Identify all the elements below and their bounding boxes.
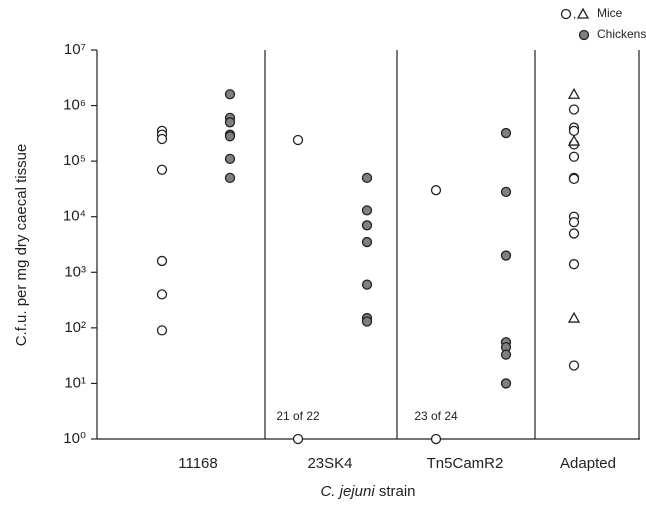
point bbox=[568, 259, 580, 270]
point bbox=[500, 127, 512, 139]
x-axis-title: C. jejuni strain bbox=[320, 483, 415, 500]
x-axis-title-italic: C. jejuni bbox=[320, 483, 375, 500]
point bbox=[430, 433, 442, 445]
point bbox=[568, 228, 580, 239]
x-axis-title-rest: strain bbox=[379, 483, 416, 500]
point bbox=[361, 220, 373, 231]
legend-separator: , bbox=[573, 7, 576, 21]
legend-marker bbox=[576, 7, 590, 19]
point bbox=[156, 255, 168, 267]
y-tick-label: 10² bbox=[64, 319, 86, 336]
y-tick-label: 10⁷ bbox=[64, 41, 86, 58]
point bbox=[568, 216, 580, 228]
point bbox=[156, 133, 168, 145]
legend-label: Mice bbox=[597, 6, 623, 20]
point bbox=[224, 117, 236, 128]
point bbox=[500, 349, 512, 360]
point bbox=[361, 205, 373, 216]
y-tick-label: 10³ bbox=[64, 263, 86, 280]
y-tick-label: 10⁶ bbox=[63, 97, 86, 114]
point bbox=[224, 89, 236, 100]
point bbox=[430, 185, 442, 196]
legend-marker bbox=[578, 29, 590, 41]
y-tick-label: 10¹ bbox=[64, 374, 86, 391]
point bbox=[500, 186, 512, 198]
legend-marker bbox=[560, 8, 572, 20]
point bbox=[224, 172, 236, 184]
point bbox=[156, 289, 168, 300]
point-triangle bbox=[567, 134, 581, 146]
point bbox=[568, 151, 580, 162]
point bbox=[568, 104, 580, 115]
point bbox=[361, 172, 373, 184]
y-tick-label: 10⁴ bbox=[63, 208, 86, 225]
point bbox=[224, 153, 236, 164]
point bbox=[500, 250, 512, 261]
point-triangle bbox=[567, 311, 581, 323]
point bbox=[568, 173, 580, 185]
x-tick-label: Tn5CamR2 bbox=[427, 455, 504, 472]
y-axis-title: C.f.u. per mg dry caecal tissue bbox=[13, 144, 30, 347]
point bbox=[500, 378, 512, 389]
x-tick-label: 11168 bbox=[178, 455, 218, 472]
annotation: 21 of 22 bbox=[276, 409, 320, 423]
point bbox=[156, 164, 168, 175]
x-tick-label: Adapted bbox=[560, 455, 616, 472]
y-tick-label: 10⁰ bbox=[63, 430, 86, 447]
legend-label: Chickens bbox=[597, 27, 646, 41]
point bbox=[361, 316, 373, 327]
point-triangle bbox=[567, 87, 581, 99]
point bbox=[568, 360, 580, 371]
point bbox=[292, 134, 304, 146]
annotation: 23 of 24 bbox=[414, 409, 458, 423]
x-tick-label: 23SK4 bbox=[307, 455, 352, 472]
point bbox=[568, 125, 580, 137]
point bbox=[224, 131, 236, 142]
point bbox=[361, 236, 373, 248]
point bbox=[156, 325, 168, 336]
point bbox=[361, 279, 373, 290]
point bbox=[292, 433, 304, 445]
y-tick-label: 10⁵ bbox=[63, 152, 86, 169]
